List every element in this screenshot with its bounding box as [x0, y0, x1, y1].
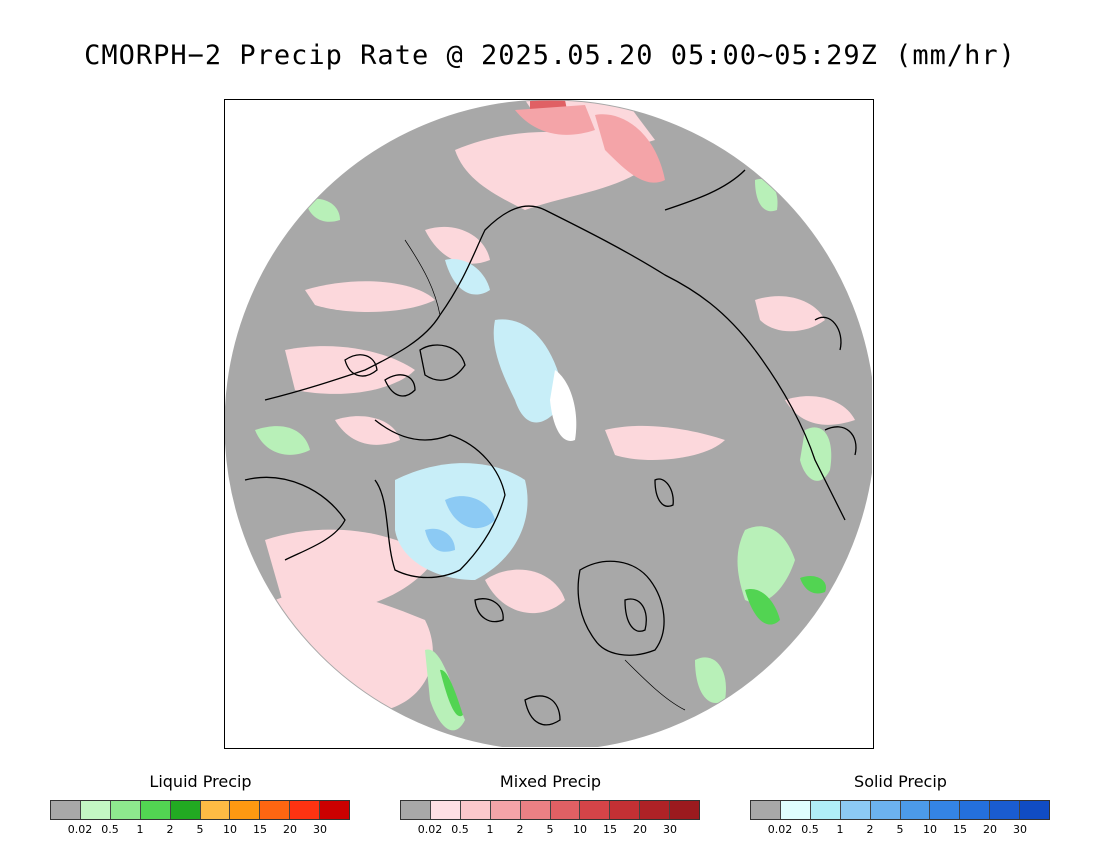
color-swatch	[900, 801, 931, 819]
tick-label: 1	[136, 823, 144, 836]
legend-title: Liquid Precip	[149, 772, 252, 791]
color-swatch	[51, 801, 81, 819]
color-swatch	[870, 801, 901, 819]
color-bar	[400, 800, 700, 820]
tick-label: 15	[603, 823, 617, 836]
tick-label: 20	[633, 823, 647, 836]
solid-precip-medium	[425, 496, 495, 552]
color-swatch	[670, 801, 700, 819]
color-swatch	[930, 801, 961, 819]
tick-label: 30	[313, 823, 327, 836]
color-swatch	[520, 801, 551, 819]
color-swatch	[550, 801, 581, 819]
color-swatch	[780, 801, 811, 819]
color-bar	[750, 800, 1050, 820]
tick-label: 15	[253, 823, 267, 836]
color-swatch	[580, 801, 611, 819]
tick-label: 15	[953, 823, 967, 836]
tick-label: 1	[486, 823, 494, 836]
tick-label: 0.5	[451, 823, 469, 836]
tick-label: 0.02	[67, 823, 93, 836]
legend-solid: Solid Precip 0.02 0.5 1 2 5 10 15 20 30	[750, 772, 1051, 842]
tick-label: 30	[1013, 823, 1027, 836]
tick-label: 5	[196, 823, 204, 836]
color-swatch	[610, 801, 641, 819]
tick-label: 20	[983, 823, 997, 836]
color-swatch	[960, 801, 991, 819]
legend-title: Mixed Precip	[499, 772, 602, 791]
color-swatch	[810, 801, 841, 819]
tick-label: 5	[546, 823, 554, 836]
color-bar	[50, 800, 350, 820]
mixed-precip-areas	[265, 100, 855, 710]
tick-label: 10	[223, 823, 237, 836]
color-swatch	[751, 801, 781, 819]
legend-mixed: Mixed Precip 0.02 0.5 1 2 5 10 15 20 30	[400, 772, 701, 842]
color-swatch	[990, 801, 1021, 819]
legend-title: Solid Precip	[854, 772, 947, 791]
color-swatch	[80, 801, 111, 819]
liquid-precip-medium	[440, 575, 826, 717]
tick-label: 30	[663, 823, 677, 836]
color-swatch	[490, 801, 521, 819]
color-swatch	[320, 801, 350, 819]
mixed-precip-medium	[515, 105, 665, 183]
tick-label: 2	[516, 823, 524, 836]
color-swatch	[170, 801, 201, 819]
political-borders	[404, 239, 686, 711]
tick-label: 0.02	[767, 823, 793, 836]
chart-title: CMORPH−2 Precip Rate @ 2025.05.20 05:00~…	[84, 40, 1016, 71]
color-swatch	[290, 801, 321, 819]
tick-label: 10	[573, 823, 587, 836]
snow-white-patch	[550, 370, 577, 441]
precip-map-svg	[225, 100, 872, 747]
color-swatch	[460, 801, 491, 819]
color-swatch	[200, 801, 231, 819]
color-swatch	[230, 801, 261, 819]
tick-label: 10	[923, 823, 937, 836]
tick-label: 2	[866, 823, 874, 836]
color-swatch	[140, 801, 171, 819]
polar-map	[224, 99, 874, 749]
legend-liquid: Liquid Precip 0.02 0.5 1 2 5 10 15 20 30	[50, 772, 351, 842]
tick-label: 1	[836, 823, 844, 836]
color-swatch	[640, 801, 671, 819]
color-swatch	[430, 801, 461, 819]
tick-labels: 0.02 0.5 1 2 5 10 15 20 30	[400, 823, 700, 837]
tick-labels: 0.02 0.5 1 2 5 10 15 20 30	[750, 823, 1050, 837]
color-swatch	[401, 801, 431, 819]
color-swatch	[840, 801, 871, 819]
color-swatch	[110, 801, 141, 819]
tick-label: 0.5	[801, 823, 819, 836]
tick-label: 0.02	[417, 823, 443, 836]
tick-label: 2	[166, 823, 174, 836]
coastlines	[244, 169, 857, 726]
tick-label: 0.5	[101, 823, 119, 836]
color-swatch	[260, 801, 291, 819]
tick-label: 5	[896, 823, 904, 836]
color-swatch	[1020, 801, 1050, 819]
tick-labels: 0.02 0.5 1 2 5 10 15 20 30	[50, 823, 350, 837]
tick-label: 20	[283, 823, 297, 836]
